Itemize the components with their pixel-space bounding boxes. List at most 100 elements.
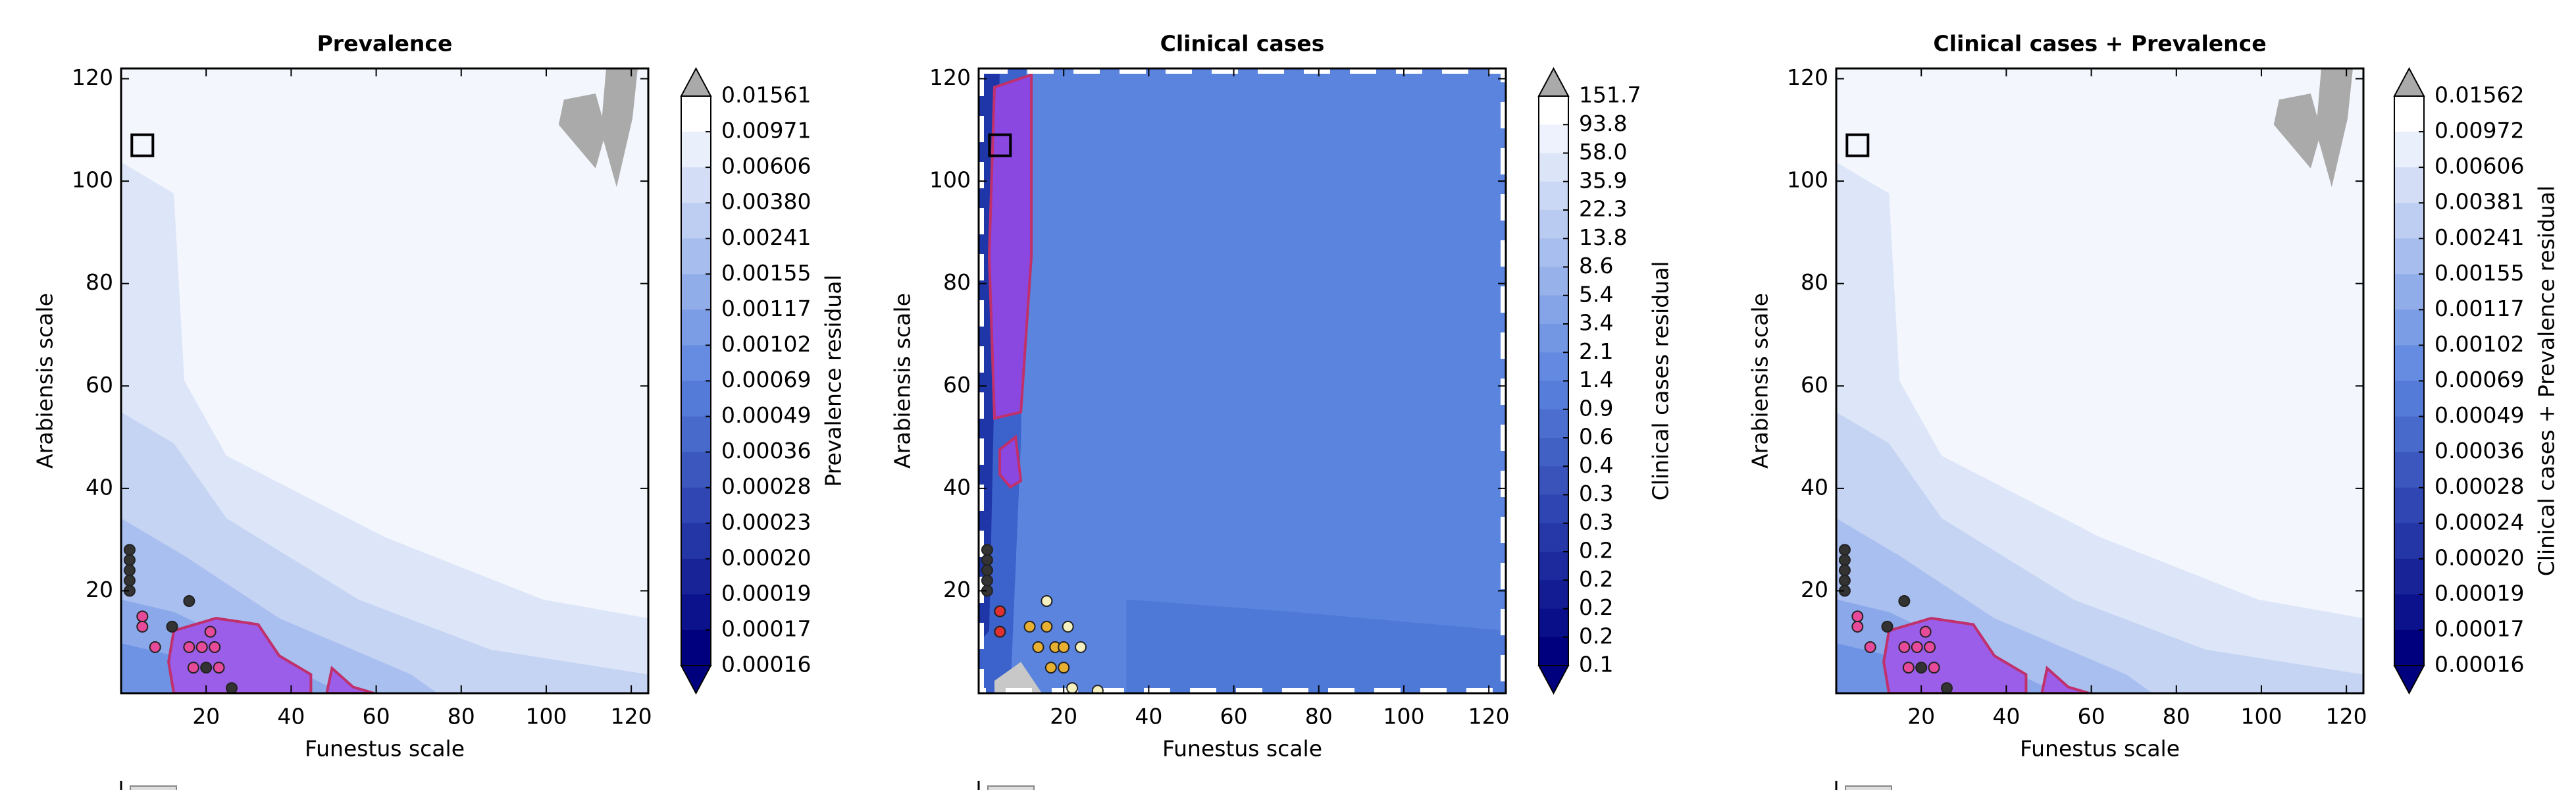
- contour-edge: [979, 68, 1506, 693]
- panel: Prevalence 20 40 60 80 100 120 20 40 60 80 100 120 Fu…: [32, 31, 846, 790]
- colorbar-segment: [1539, 295, 1568, 325]
- colorbar-tick-label: 0.00020: [721, 544, 811, 570]
- scatter-point: [225, 682, 238, 693]
- y-tick-label: 80: [86, 269, 113, 295]
- colorbar-tick-label: 0.00606: [2434, 153, 2524, 179]
- scatter-point: [1898, 594, 1911, 607]
- colorbar-tick-label: 0.00102: [721, 331, 811, 357]
- colorbar-tick-label: 0.00117: [721, 296, 811, 321]
- colorbar-segment: [681, 203, 711, 239]
- colorbar-tick-label: 8.6: [1579, 253, 1613, 278]
- colorbar-tick-label: 0.00023: [721, 509, 811, 535]
- colorbar-segment: [1539, 381, 1568, 410]
- y-tick-label: 60: [943, 372, 971, 398]
- x-tick-label: 80: [448, 704, 475, 729]
- scatter-point: [1023, 620, 1036, 633]
- colorbar-segment: [2394, 381, 2424, 417]
- panel: Clinical cases + Prevalence 20 40 60 80 100 12…: [1747, 31, 2560, 790]
- colorbar-tick-label: 0.00049: [2434, 402, 2524, 428]
- contour-region: [979, 68, 1506, 693]
- colorbar-segment: [1539, 494, 1568, 524]
- panel-title: Clinical cases: [1160, 31, 1325, 57]
- scatter-point: [200, 662, 213, 674]
- colorbar-tick-label: 0.2: [1579, 594, 1613, 620]
- contour-field: [1836, 68, 2363, 693]
- y-tick-label: 120: [929, 65, 971, 90]
- colorbar-tick-label: 0.00036: [2434, 438, 2524, 463]
- colorbar-tick-label: 0.1: [1579, 652, 1613, 677]
- scatter-point: [1041, 594, 1053, 607]
- contour-region: [998, 434, 1023, 489]
- scatter-point: [1864, 641, 1876, 653]
- colorbar-tick-label: 3.4: [1579, 310, 1613, 336]
- scatter-point: [1915, 662, 1928, 674]
- colorbar-tick-label: 0.00019: [721, 580, 811, 606]
- contour-region: [600, 68, 638, 188]
- colorbar-segment: [2394, 452, 2424, 488]
- colorbar-tick-label: 0.2: [1579, 566, 1613, 592]
- colorbar-segment: [2394, 167, 2424, 203]
- contour-region: [2273, 93, 2321, 169]
- scatter-point: [166, 620, 178, 633]
- colorbar-tick-label: 35.9: [1579, 167, 1627, 193]
- colorbar-tick-label: 0.00971: [721, 118, 811, 144]
- colorbar-segment: [1539, 352, 1568, 381]
- colorbar-segment: [681, 274, 711, 310]
- colorbar-tick-label: 5.4: [1579, 281, 1613, 307]
- colorbar-tick-label: 0.00028: [2434, 473, 2524, 499]
- x-tick-label: 80: [2163, 704, 2190, 729]
- colorbar-segment: [681, 523, 711, 560]
- y-tick-label: 80: [943, 269, 971, 295]
- colorbar-tick-label: 0.00069: [2434, 367, 2524, 392]
- scatter-point: [123, 564, 136, 577]
- y-axis-label: Arabiensis scale: [890, 293, 915, 469]
- y-tick-label: 80: [1801, 269, 1828, 295]
- colorbar-segment: [2394, 274, 2424, 310]
- colorbar-segment: [1539, 637, 1568, 666]
- colorbar-segment: [1539, 181, 1568, 211]
- marker-square: [1845, 133, 1870, 157]
- x-tick-label: 60: [363, 704, 390, 729]
- scatter-point: [136, 610, 149, 623]
- y-axis-label: Arabiensis scale: [32, 293, 58, 469]
- colorbar-tick-label: 0.2: [1579, 538, 1613, 564]
- x-axis-label: Funestus scale: [1162, 736, 1322, 762]
- marker-square: [988, 133, 1012, 157]
- legend-swatch: [130, 785, 177, 790]
- scatter-point: [187, 662, 199, 674]
- colorbar-segment: [1539, 466, 1568, 495]
- colorbar-tick-label: 0.00019: [2434, 580, 2524, 606]
- scatter-point: [1940, 682, 1953, 693]
- plot-frame: [977, 67, 1507, 695]
- colorbar-segment: [2394, 203, 2424, 239]
- y-tick-label: 20: [86, 577, 113, 602]
- x-tick-label: 100: [2240, 704, 2282, 729]
- contour-region: [2315, 68, 2353, 188]
- colorbar-segment: [2394, 487, 2424, 524]
- colorbar-label: Clinical cases + Prevalence residual: [2534, 186, 2560, 576]
- scatter-point: [1838, 544, 1851, 556]
- scatter-point: [1919, 625, 1932, 638]
- colorbar-tick-label: 0.00155: [721, 260, 811, 286]
- colorbar-segment: [681, 167, 711, 203]
- colorbar-segment: [2394, 309, 2424, 346]
- colorbar-tick-label: 151.7: [1579, 82, 1641, 108]
- scatter-point: [1066, 682, 1079, 693]
- colorbar-tick-label: 0.00380: [721, 189, 811, 215]
- contour-region: [558, 93, 606, 169]
- colorbar-tick-label: 0.00016: [721, 652, 811, 677]
- x-tick-label: 20: [192, 704, 220, 729]
- colorbar-segment: [1539, 238, 1568, 267]
- colorbar-tick-label: 0.00049: [721, 402, 811, 428]
- scatter-point: [1058, 641, 1070, 653]
- contour-field: [121, 68, 648, 693]
- x-tick-label: 40: [277, 704, 305, 729]
- y-tick-label: 120: [1787, 65, 1828, 90]
- y-tick-label: 40: [1801, 474, 1828, 500]
- scatter-point: [981, 544, 993, 556]
- scatter-point: [204, 625, 217, 638]
- colorbar-tick-label: 0.3: [1579, 481, 1613, 506]
- scatter-point: [1838, 574, 1851, 587]
- colorbar-tick-label: 1.4: [1579, 367, 1613, 392]
